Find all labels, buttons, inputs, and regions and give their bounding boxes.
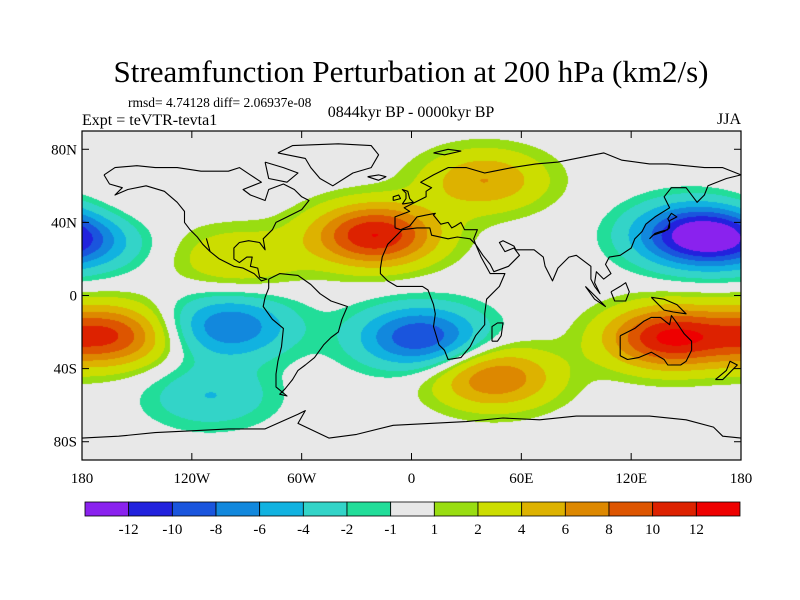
- anomaly-field: [82, 131, 741, 460]
- chart-title: Streamfunction Perturbation at 200 hPa (…: [114, 54, 709, 89]
- y-tick-label: 0: [70, 289, 78, 305]
- x-tick-label: 120E: [615, 471, 647, 487]
- colorbar-swatch: [84, 501, 130, 517]
- coast-japan: [649, 212, 678, 240]
- colorbar-swatch: [564, 501, 610, 517]
- coast-ireland: [392, 194, 402, 202]
- x-tick-label: 0: [408, 471, 416, 487]
- colorbar-label: 12: [689, 522, 704, 538]
- colorbar-swatch: [302, 501, 348, 517]
- colorbar-swatch: [433, 501, 479, 517]
- colorbar-swatch: [608, 501, 654, 517]
- y-tick-label: 40N: [51, 215, 77, 231]
- map-panel: 180 120W 60W 0 60E 120E 180 80N 40N 0 40S 80S: [51, 130, 752, 487]
- colorbar-label: -4: [297, 522, 310, 538]
- colorbar-label: -12: [119, 522, 139, 538]
- colorbar-swatch: [215, 501, 261, 517]
- coast-svalbard: [433, 148, 462, 156]
- x-tick-label: 180: [730, 471, 753, 487]
- x-tick-label: 120W: [173, 471, 211, 487]
- colorbar-swatch: [346, 501, 392, 517]
- stats-line: rmsd= 4.74128 diff= 2.06937e-08: [128, 95, 312, 110]
- x-tick-label: 180: [71, 471, 94, 487]
- coast-north-america: [103, 165, 310, 282]
- colorbar-swatch: [128, 501, 173, 517]
- colorbar-label: -6: [253, 522, 266, 538]
- colorbar-label: 6: [562, 522, 570, 538]
- coast-south-america: [262, 273, 348, 397]
- colorbar-swatch: [390, 501, 435, 517]
- y-tick-label: 40S: [54, 362, 77, 378]
- coast-new-zealand: [715, 360, 738, 381]
- coast-borneo: [610, 282, 630, 302]
- coast-antarctica: [81, 410, 742, 439]
- colorbar-label: 1: [431, 522, 439, 538]
- coastlines: [81, 143, 742, 439]
- period-label: 0844kyr BP - 0000kyr BP: [328, 104, 495, 121]
- x-tick-label: 60E: [509, 471, 533, 487]
- colorbar-label: -8: [210, 522, 223, 538]
- axis-ticks: 180 120W 60W 0 60E 120E 180 80N 40N 0 40S 80S: [51, 131, 752, 487]
- colorbar-label: 10: [645, 522, 660, 538]
- coast-eurasia: [394, 152, 742, 295]
- coast-sumatra: [584, 286, 607, 308]
- colorbar-swatch: [171, 501, 217, 517]
- colorbar-swatch: [477, 501, 523, 517]
- coast-madagascar: [491, 322, 504, 342]
- coast-africa: [379, 227, 506, 361]
- coast-baffin: [264, 161, 299, 183]
- colorbar-swatch: [652, 501, 697, 517]
- colorbar-label: -1: [384, 522, 397, 538]
- colorbar: -12 -10 -8 -6 -4 -2 -1 1 2 4 6 8 10 12: [84, 501, 741, 538]
- coast-new-guinea: [650, 296, 687, 315]
- colorbar-label: 4: [518, 522, 526, 538]
- coast-british-isles: [401, 188, 414, 205]
- colorbar-swatch: [695, 501, 741, 517]
- colorbar-label: 8: [605, 522, 613, 538]
- y-tick-label: 80S: [54, 435, 77, 451]
- colorbar-label: -10: [162, 522, 182, 538]
- colorbar-label: 2: [474, 522, 482, 538]
- colorbar-swatch: [259, 501, 304, 517]
- colorbar-swatch: [521, 501, 566, 517]
- coast-australia: [619, 315, 693, 366]
- season-label: JJA: [717, 111, 741, 128]
- colorbar-label: -2: [341, 522, 354, 538]
- coast-greenland: [277, 143, 380, 187]
- coast-iceland: [367, 174, 387, 181]
- y-tick-label: 80N: [51, 142, 77, 158]
- x-tick-label: 60W: [287, 471, 317, 487]
- experiment-label: Expt = teVTR-tevta1: [82, 112, 217, 129]
